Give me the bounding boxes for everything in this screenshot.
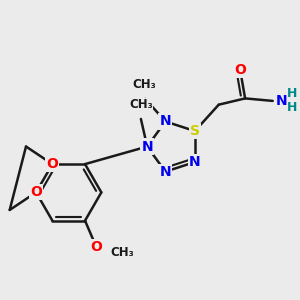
Text: H: H bbox=[287, 87, 298, 100]
Text: N: N bbox=[189, 155, 201, 169]
Text: N: N bbox=[160, 115, 171, 128]
Text: CH₃: CH₃ bbox=[129, 98, 153, 111]
Text: N: N bbox=[160, 165, 171, 178]
Text: N: N bbox=[189, 155, 201, 169]
Text: H: H bbox=[287, 101, 298, 114]
Text: N: N bbox=[276, 94, 287, 108]
Text: CH₃: CH₃ bbox=[132, 78, 156, 91]
Text: O: O bbox=[30, 185, 42, 200]
Text: N: N bbox=[160, 165, 171, 178]
Text: O: O bbox=[46, 157, 58, 171]
Text: O: O bbox=[234, 62, 246, 76]
Text: S: S bbox=[190, 124, 200, 138]
Text: O: O bbox=[90, 240, 102, 254]
Text: CH₃: CH₃ bbox=[110, 245, 134, 259]
Text: N: N bbox=[141, 140, 153, 154]
